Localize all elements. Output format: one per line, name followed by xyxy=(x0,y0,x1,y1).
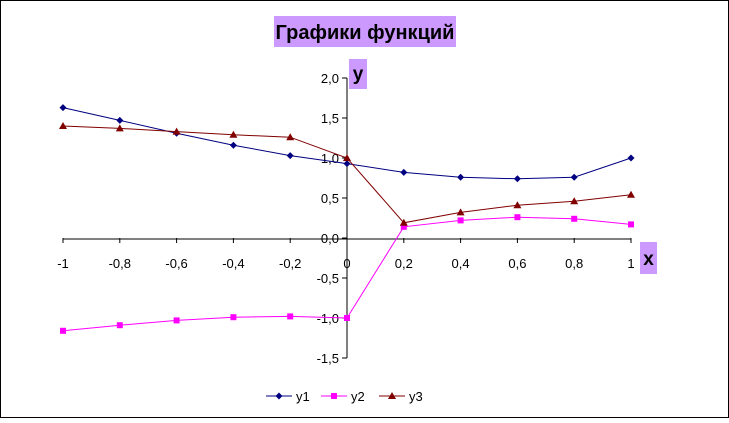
axis-ticks: -1 -0,8 -0,6 -0,4 -0,2 0 0,2 0,4 0,6 0,8 1 2,0 1,5 1,… xyxy=(57,71,634,366)
data-point-y2 xyxy=(230,314,237,321)
data-point-y3 xyxy=(456,208,465,216)
data-point-y2 xyxy=(116,322,123,329)
data-point-y3 xyxy=(286,133,295,141)
data-point-y3 xyxy=(570,197,579,205)
x-tick-label: -0,8 xyxy=(109,256,131,271)
legend-label-y2: y2 xyxy=(351,389,365,404)
data-point-y2 xyxy=(457,217,464,224)
legend: y1 y2 y3 xyxy=(266,389,423,404)
title-background xyxy=(274,16,456,47)
y-tick-label: -1,0 xyxy=(317,311,339,326)
x-tick-label: 0,2 xyxy=(395,256,413,271)
data-point-y3 xyxy=(627,190,635,198)
y-axis-label: y xyxy=(353,64,364,85)
legend-label-y3: y3 xyxy=(409,389,423,404)
y-axis-label-background xyxy=(349,59,367,89)
y-tick-label: 0,5 xyxy=(321,191,339,206)
data-point-y1 xyxy=(627,154,635,162)
data-point-y3 xyxy=(172,127,181,135)
data-point-y2 xyxy=(400,223,407,230)
data-point-y1 xyxy=(59,104,67,112)
x-tick-label: -0,2 xyxy=(279,256,301,271)
x-tick-label: 1 xyxy=(627,256,634,271)
x-axis-label: x xyxy=(643,249,654,270)
y-tick-label: -1,5 xyxy=(317,351,339,366)
data-point-y3 xyxy=(343,154,351,161)
data-point-y3 xyxy=(115,124,124,132)
x-tick-label: 0,4 xyxy=(452,256,470,271)
data-point-y2 xyxy=(514,214,521,221)
data-point-y3 xyxy=(229,130,238,138)
y-tick-label: 1,5 xyxy=(321,111,339,126)
chart-title: Графики функций xyxy=(276,22,455,44)
x-axis-label-background xyxy=(640,242,657,274)
data-point-y2 xyxy=(287,313,294,320)
data-point-y2 xyxy=(571,215,578,222)
data-point-y2 xyxy=(60,327,66,334)
data-point-y1 xyxy=(286,152,294,160)
x-tick-label: -0,6 xyxy=(165,256,187,271)
x-tick-label: 0 xyxy=(343,256,350,271)
data-point-y1 xyxy=(229,141,237,149)
data-point-y3 xyxy=(399,218,408,226)
data-point-y1 xyxy=(343,160,351,168)
data-point-y3 xyxy=(59,122,67,129)
x-tick-label: 0,8 xyxy=(565,256,583,271)
x-tick-label: -1 xyxy=(57,256,69,271)
data-point-y1 xyxy=(116,116,124,124)
data-point-y1 xyxy=(570,173,578,181)
data-point-y1 xyxy=(400,168,408,176)
y-tick-label: -0,5 xyxy=(317,271,339,286)
legend-marker-y1 xyxy=(275,392,283,400)
y-tick-label: 0,0 xyxy=(321,231,339,246)
data-point-y1 xyxy=(457,173,465,181)
x-tick-label: 0,6 xyxy=(508,256,526,271)
data-point-y3 xyxy=(513,201,522,209)
y-tick-label: 1,0 xyxy=(321,151,339,166)
legend-marker-y2 xyxy=(331,393,337,399)
legend-label-y1: y1 xyxy=(296,389,310,404)
data-point-y2 xyxy=(344,315,350,321)
data-point-y1 xyxy=(513,175,521,183)
series-group xyxy=(59,104,635,334)
y-tick-label: 2,0 xyxy=(321,71,339,86)
data-point-y2 xyxy=(173,317,180,324)
x-tick-label: -0,4 xyxy=(222,256,244,271)
legend-marker-y3 xyxy=(388,392,396,399)
data-point-y2 xyxy=(628,221,634,228)
